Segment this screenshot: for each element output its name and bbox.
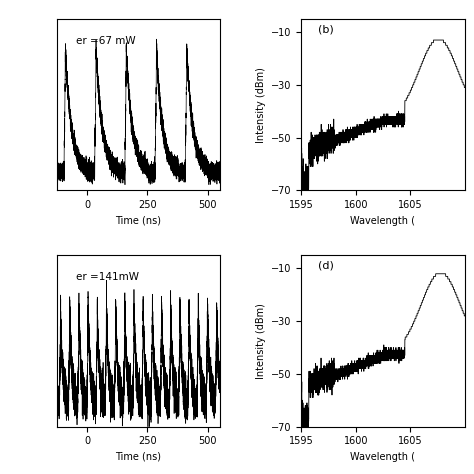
X-axis label: Time (ns): Time (ns) — [115, 216, 162, 226]
Text: er =67 mW: er =67 mW — [76, 36, 136, 46]
Y-axis label: Intensity (dBm): Intensity (dBm) — [255, 303, 266, 379]
Y-axis label: Intensity (dBm): Intensity (dBm) — [255, 67, 266, 143]
Text: (d): (d) — [318, 260, 334, 271]
X-axis label: Wavelength (: Wavelength ( — [350, 216, 416, 226]
Text: (b): (b) — [318, 24, 334, 34]
X-axis label: Time (ns): Time (ns) — [115, 452, 162, 462]
Text: er =141mW: er =141mW — [76, 273, 139, 283]
X-axis label: Wavelength (: Wavelength ( — [350, 452, 416, 462]
